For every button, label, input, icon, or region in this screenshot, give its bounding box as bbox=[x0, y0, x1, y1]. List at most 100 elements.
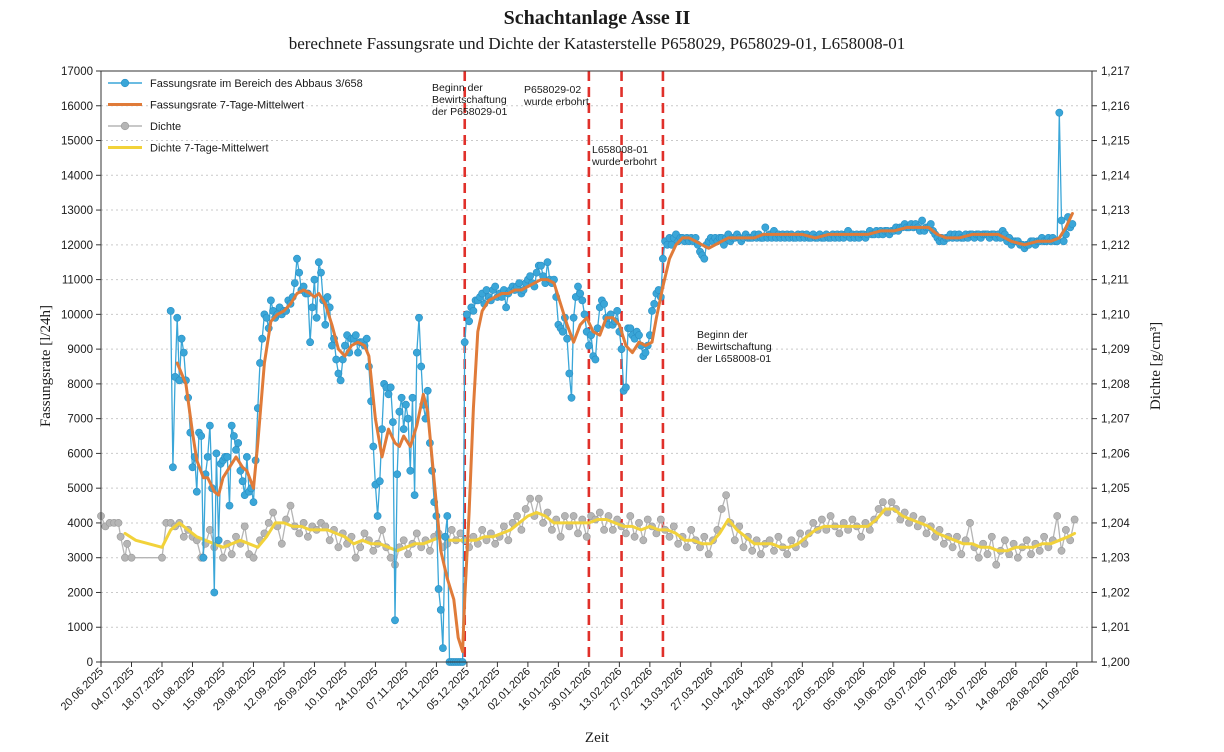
annotation-line: P658029-02 bbox=[524, 84, 581, 96]
data-point bbox=[569, 313, 578, 322]
legend-item: Fassungsrate im Bereich des Abbaus 3/658 bbox=[108, 78, 363, 90]
y-tick-label-right: 1,217 bbox=[1101, 66, 1130, 78]
data-point bbox=[783, 550, 791, 559]
data-point bbox=[399, 425, 408, 433]
data-point bbox=[312, 313, 321, 322]
gridlines bbox=[101, 105, 1092, 628]
y-tick-label-right: 1,207 bbox=[1101, 414, 1130, 426]
y-tick-label-right: 1,208 bbox=[1101, 379, 1130, 391]
data-point bbox=[438, 644, 447, 652]
data-point bbox=[369, 546, 378, 555]
data-point bbox=[269, 508, 277, 517]
data-point bbox=[700, 254, 709, 263]
data-point bbox=[425, 546, 434, 555]
data-point bbox=[674, 539, 683, 548]
data-point bbox=[378, 425, 386, 433]
data-point bbox=[323, 293, 332, 301]
data-point bbox=[556, 532, 565, 541]
data-point bbox=[974, 553, 983, 562]
y-tick-label-right: 1,200 bbox=[1101, 657, 1130, 669]
data-point bbox=[526, 494, 534, 503]
data-point bbox=[412, 348, 421, 357]
data-point bbox=[622, 383, 630, 392]
data-point bbox=[227, 550, 236, 559]
data-point bbox=[334, 369, 343, 378]
annotations: Beginn der Bewirtschaftung der P658029-01P… bbox=[432, 82, 772, 365]
data-point bbox=[585, 341, 593, 350]
data-point bbox=[327, 341, 336, 350]
data-point bbox=[796, 529, 804, 538]
data-point bbox=[404, 414, 412, 423]
data-point bbox=[1062, 526, 1070, 534]
y-tick-label-left: 16000 bbox=[61, 101, 93, 113]
data-point bbox=[351, 553, 360, 562]
data-point bbox=[665, 532, 674, 541]
series-line bbox=[170, 112, 1073, 663]
data-point bbox=[234, 439, 243, 447]
data-point bbox=[179, 348, 188, 357]
legend-label: Fassungsrate im Bereich des Abbaus 3/658 bbox=[150, 78, 363, 90]
data-point bbox=[770, 546, 778, 555]
series-1 bbox=[175, 212, 1074, 654]
data-point bbox=[513, 512, 521, 520]
y-tick-label-left: 14000 bbox=[61, 170, 93, 182]
data-point bbox=[266, 296, 275, 305]
chart-title: Schachtanlage Asse II bbox=[504, 7, 691, 29]
data-point bbox=[336, 376, 345, 385]
plot-frame bbox=[100, 70, 1093, 663]
data-point bbox=[441, 532, 449, 541]
data-point bbox=[874, 505, 883, 513]
data-point bbox=[238, 477, 247, 486]
legend-item: Fassungsrate 7-Tage-Mittelwert bbox=[108, 100, 304, 112]
data-point bbox=[617, 345, 626, 353]
data-point bbox=[242, 452, 251, 461]
data-point bbox=[717, 505, 726, 513]
data-point bbox=[303, 532, 312, 541]
data-point bbox=[515, 279, 524, 287]
y-tick-label-right: 1,215 bbox=[1101, 136, 1130, 148]
data-point bbox=[415, 313, 423, 322]
data-point bbox=[225, 501, 234, 510]
data-point bbox=[188, 463, 197, 472]
data-point bbox=[879, 498, 887, 506]
data-point bbox=[478, 526, 487, 534]
data-point bbox=[643, 515, 652, 524]
data-point bbox=[158, 553, 166, 562]
data-point bbox=[650, 299, 659, 308]
annotation-line: Bewirtschaftung bbox=[432, 94, 507, 106]
data-point bbox=[539, 519, 547, 527]
y-tick-label-right: 1,214 bbox=[1101, 170, 1130, 182]
data-point bbox=[401, 400, 410, 409]
series-3 bbox=[123, 507, 1077, 553]
data-point bbox=[548, 526, 556, 534]
data-point bbox=[249, 498, 258, 506]
data-point bbox=[462, 310, 471, 319]
data-point bbox=[1059, 237, 1068, 246]
data-point bbox=[258, 334, 267, 343]
x-axis-title: Zeit bbox=[585, 730, 610, 746]
data-point bbox=[992, 560, 1001, 569]
chart-subtitle: berechnete Fassungsrate und Dichte der K… bbox=[289, 34, 906, 53]
data-point bbox=[1055, 108, 1064, 117]
data-point bbox=[730, 536, 739, 545]
data-point bbox=[1040, 532, 1048, 541]
data-point bbox=[587, 331, 595, 340]
data-point bbox=[395, 407, 404, 416]
data-point bbox=[436, 606, 445, 614]
legend-label: Dichte bbox=[150, 121, 181, 133]
data-point bbox=[249, 553, 258, 562]
y-tick-label-right: 1,213 bbox=[1101, 205, 1130, 217]
data-point bbox=[818, 515, 826, 524]
data-point bbox=[447, 526, 456, 534]
data-point bbox=[314, 258, 323, 267]
data-point bbox=[214, 536, 223, 545]
y-tick-label-left: 13000 bbox=[61, 205, 93, 217]
data-point bbox=[212, 449, 221, 458]
data-point bbox=[704, 550, 713, 559]
y-tick-label-left: 4000 bbox=[67, 518, 93, 530]
data-point bbox=[537, 261, 545, 270]
data-point bbox=[404, 550, 412, 559]
data-point bbox=[787, 536, 796, 545]
data-point bbox=[388, 418, 397, 426]
